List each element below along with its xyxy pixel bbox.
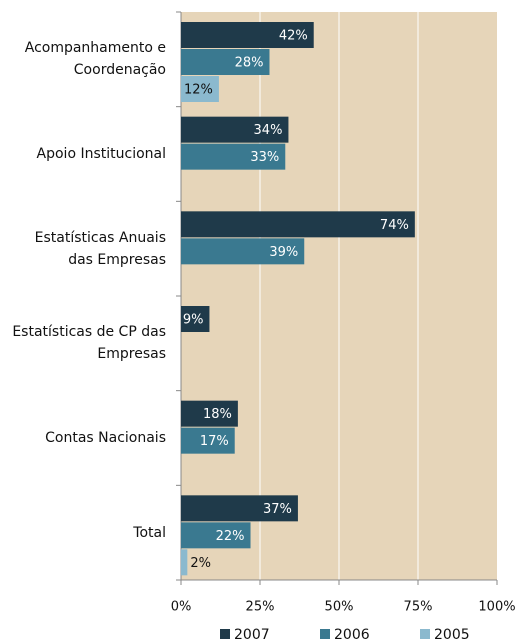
bar bbox=[181, 238, 305, 265]
x-tick-label: 25% bbox=[246, 600, 275, 615]
data-label: 37% bbox=[263, 502, 292, 517]
bar bbox=[181, 116, 289, 143]
data-label: 22% bbox=[216, 529, 245, 544]
x-tick-label: 75% bbox=[404, 600, 433, 615]
bar bbox=[181, 211, 415, 238]
category-label: Estatísticas Anuais das Empresas bbox=[34, 229, 166, 268]
category-label: Apoio Institucional bbox=[36, 146, 166, 162]
data-label: 17% bbox=[200, 434, 229, 449]
bar bbox=[181, 495, 298, 522]
legend-swatch bbox=[320, 629, 330, 639]
bar bbox=[181, 400, 238, 427]
data-label: 42% bbox=[279, 29, 308, 44]
legend-swatch bbox=[420, 629, 430, 639]
data-label: 28% bbox=[235, 56, 264, 71]
data-label: 12% bbox=[184, 83, 213, 98]
data-label: 74% bbox=[380, 218, 409, 233]
bar bbox=[181, 549, 188, 576]
category-label: Contas Nacionais bbox=[45, 430, 166, 446]
bar bbox=[181, 427, 235, 454]
data-label: 18% bbox=[203, 407, 232, 422]
legend-label: 2006 bbox=[334, 627, 370, 643]
x-tick-label: 50% bbox=[325, 600, 354, 615]
bar bbox=[181, 22, 314, 48]
legend-label: 2007 bbox=[234, 627, 270, 643]
bar bbox=[181, 143, 286, 170]
bar bbox=[181, 49, 270, 75]
category-label: Acompanhamento e Coordenação bbox=[24, 40, 166, 79]
bar bbox=[181, 306, 210, 332]
x-tick-label: 0% bbox=[171, 600, 192, 615]
category-label: Estatísticas de CP das Empresas bbox=[12, 324, 166, 363]
data-label: 9% bbox=[183, 313, 204, 328]
x-tick-label: 100% bbox=[478, 600, 515, 615]
data-label: 2% bbox=[190, 556, 211, 571]
category-label: Total bbox=[133, 524, 166, 541]
data-label: 39% bbox=[269, 245, 298, 260]
bar bbox=[181, 522, 251, 549]
legend-swatch bbox=[220, 629, 230, 639]
bar bbox=[181, 76, 219, 102]
data-label: 33% bbox=[250, 150, 279, 165]
data-label: 34% bbox=[254, 123, 283, 138]
legend-label: 2005 bbox=[434, 627, 470, 643]
